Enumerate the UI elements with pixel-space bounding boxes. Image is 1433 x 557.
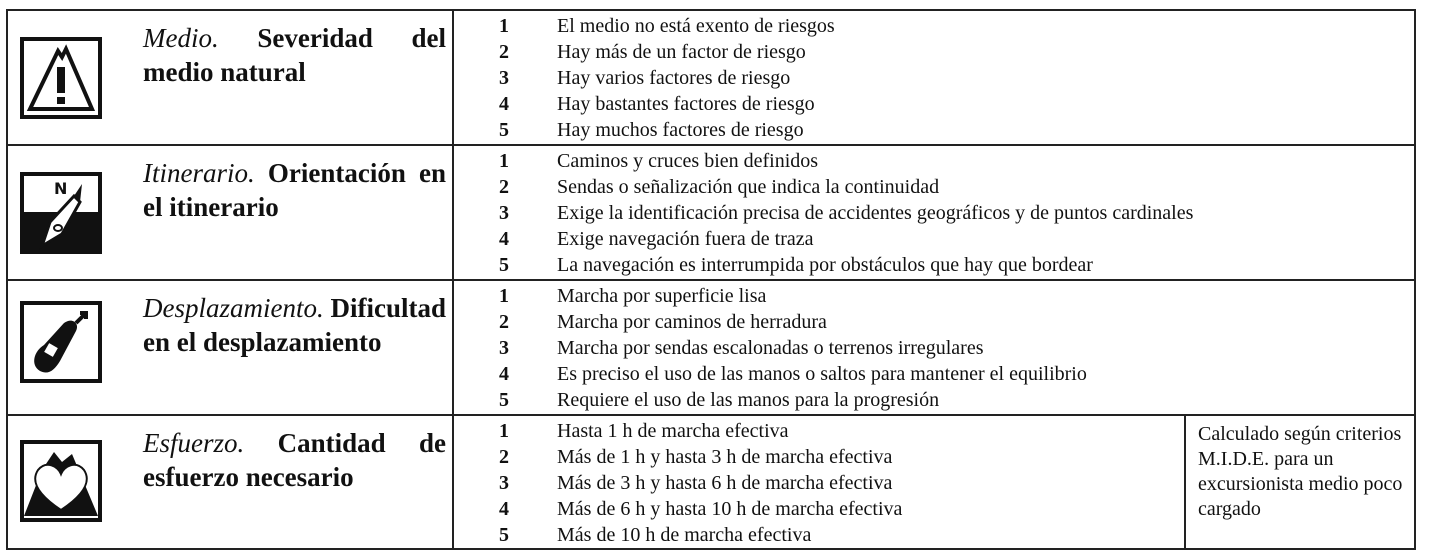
criterion-cell: Esfuerzo. Cantidad de esfuerzo necesario xyxy=(8,416,454,550)
level-item: 5 La navegación es interrumpida por obstá… xyxy=(499,254,1093,276)
heart-effort-icon xyxy=(20,440,102,522)
level-item: 1 Caminos y cruces bien definidos xyxy=(499,150,819,172)
level-item: 2 Más de 1 h y hasta 3 h de marcha efecti… xyxy=(499,446,893,468)
row-esfuerzo: Esfuerzo. Cantidad de esfuerzo necesario… xyxy=(8,416,1414,550)
criterion-cell: Desplazamiento. Dificultad en el desplaz… xyxy=(8,281,454,414)
levels-list: 1 Marcha por superficie lisa 2 Marcha por … xyxy=(454,283,1414,413)
footprint-icon xyxy=(20,301,102,383)
criterion-cell: N Itinerario. Orientación en el itinerar… xyxy=(8,146,454,279)
level-item: 3 Exige la identificación precisa de acci… xyxy=(499,202,1194,224)
level-item: 2 Marcha por caminos de herradura xyxy=(499,311,827,333)
svg-text:N: N xyxy=(54,179,67,198)
level-item: 1 Marcha por superficie lisa xyxy=(499,285,767,307)
level-item: 3 Más de 3 h y hasta 6 h de marcha efecti… xyxy=(499,472,893,494)
criterion-cell: Medio. Severidad del medio natural xyxy=(8,11,454,144)
levels-list: 1 Caminos y cruces bien definidos 2 Sendas… xyxy=(454,148,1414,278)
level-item: 4 Exige navegación fuera de traza xyxy=(499,228,814,250)
mountain-warning-icon xyxy=(20,37,102,119)
levels-list: 1 Hasta 1 h de marcha efectiva 2 Más de 1 … xyxy=(454,418,1414,548)
levels-list: 1 El medio no está exento de riesgos 2 Hay… xyxy=(454,13,1414,143)
level-item: 3 Marcha por sendas escalonadas o terreno… xyxy=(499,337,984,359)
level-item: 5 Hay muchos factores de riesgo xyxy=(499,119,804,141)
row-itinerario: N Itinerario. Orientación en el itinerar… xyxy=(8,146,1414,281)
criterion-title: Medio. Severidad del medio natural xyxy=(143,23,446,87)
mide-table: Medio. Severidad del medio natural 1 El m… xyxy=(6,9,1416,550)
criterion-title: Itinerario. Orientación en el itinerario xyxy=(143,158,446,222)
row-medio: Medio. Severidad del medio natural 1 El m… xyxy=(8,11,1414,146)
level-item: 1 Hasta 1 h de marcha efectiva xyxy=(499,420,789,442)
row-desplazamiento: Desplazamiento. Dificultad en el desplaz… xyxy=(8,281,1414,416)
level-item: 2 Hay más de un factor de riesgo xyxy=(499,41,806,63)
level-item: 5 Requiere el uso de las manos para la pr… xyxy=(499,389,940,411)
level-item: 3 Hay varios factores de riesgo xyxy=(499,67,791,89)
criterion-title: Esfuerzo. Cantidad de esfuerzo necesario xyxy=(143,428,446,492)
level-item: 1 El medio no está exento de riesgos xyxy=(499,15,835,37)
level-item: 2 Sendas o señalización que indica la con… xyxy=(499,176,940,198)
level-item: 4 Hay bastantes factores de riesgo xyxy=(499,93,815,115)
criterion-title: Desplazamiento. Dificultad en el desplaz… xyxy=(143,293,446,357)
compass-orientation-icon: N xyxy=(20,172,102,254)
mide-note: Calculado según criterios M.I.D.E. para … xyxy=(1184,416,1414,550)
level-item: 4 Es preciso el uso de las manos o saltos… xyxy=(499,363,1087,385)
level-item: 5 Más de 10 h de marcha efectiva xyxy=(499,524,812,546)
level-item: 4 Más de 6 h y hasta 10 h de marcha efect… xyxy=(499,498,903,520)
